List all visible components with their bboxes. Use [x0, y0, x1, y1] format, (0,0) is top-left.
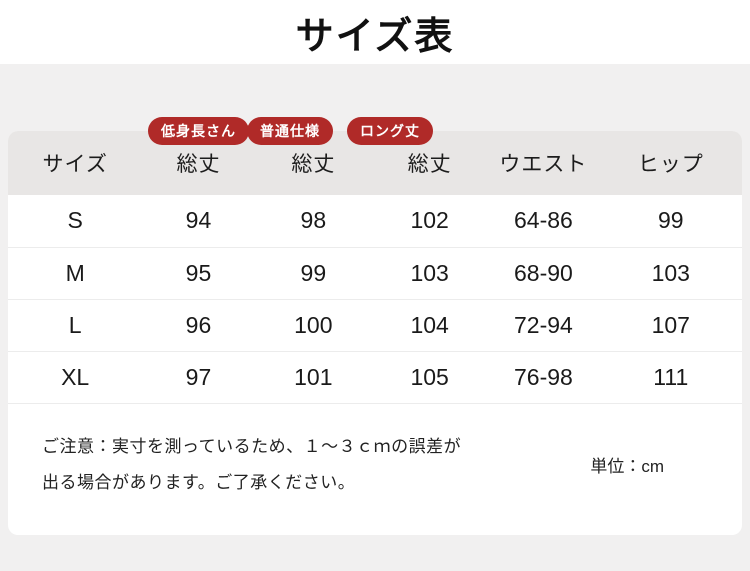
cell-value: 99 — [254, 247, 373, 300]
caution-note: ご注意：実寸を測っているため、１～３ｃｍの誤差が 出る場合があります。ご了承くだ… — [42, 429, 461, 501]
table-row-s: S 94 98 102 64-86 99 — [8, 195, 742, 248]
header-total-length-long: 総丈 — [372, 131, 488, 195]
badge-short-length: 低身長さん — [148, 117, 249, 145]
size-table: サイズ 総丈 総丈 総丈 ウエスト ヒップ S 94 98 102 64-86 — [8, 131, 742, 404]
cell-size: M — [8, 247, 143, 300]
cell-value: 102 — [372, 195, 488, 248]
header-total-length-normal: 総丈 — [254, 131, 373, 195]
cell-value: 95 — [142, 247, 255, 300]
cell-size: L — [8, 299, 143, 352]
caution-note-line1: ご注意：実寸を測っているため、１～３ｃｍの誤差が — [42, 436, 462, 456]
cell-value: 103 — [599, 247, 742, 300]
cell-value: 97 — [142, 351, 255, 404]
header-row: サイズ 総丈 総丈 総丈 ウエスト ヒップ — [8, 131, 742, 195]
cell-value: 105 — [372, 351, 488, 404]
page-title: サイズ表 — [295, 15, 455, 58]
note-row: ご注意：実寸を測っているため、１～３ｃｍの誤差が 出る場合があります。ご了承くだ… — [8, 404, 742, 535]
caution-note-line2: 出る場合があります。ご了承ください。 — [42, 472, 356, 492]
unit-label: 単位：cm — [590, 457, 664, 476]
header-size: サイズ — [8, 131, 143, 195]
cell-size: XL — [8, 351, 143, 404]
cell-value: 99 — [599, 195, 742, 248]
cell-value: 104 — [372, 299, 488, 352]
header-waist: ウエスト — [487, 131, 600, 195]
cell-value: 111 — [599, 351, 742, 404]
cell-value: 96 — [142, 299, 255, 352]
badge-long-length: ロング丈 — [347, 117, 433, 145]
cell-value: 107 — [599, 299, 742, 352]
cell-size: S — [8, 195, 143, 248]
cell-value: 100 — [254, 299, 373, 352]
cell-value: 76-98 — [487, 351, 600, 404]
cell-value: 94 — [142, 195, 255, 248]
size-table-body: S 94 98 102 64-86 99 M 95 99 103 68-90 1… — [8, 195, 742, 404]
table-row-xl: XL 97 101 105 76-98 111 — [8, 351, 742, 404]
cell-value: 101 — [254, 351, 373, 404]
cell-value: 98 — [254, 195, 373, 248]
chart-section: 低身長さん 普通仕様 ロング丈 サイズ 総丈 総丈 総丈 — [0, 64, 750, 571]
size-table-card: 低身長さん 普通仕様 ロング丈 サイズ 総丈 総丈 総丈 — [8, 117, 742, 535]
table-row-m: M 95 99 103 68-90 103 — [8, 247, 742, 300]
cell-value: 72-94 — [487, 299, 600, 352]
table-row-l: L 96 100 104 72-94 107 — [8, 299, 742, 352]
cell-value: 103 — [372, 247, 488, 300]
cell-value: 64-86 — [487, 195, 600, 248]
size-table-header: サイズ 総丈 総丈 総丈 ウエスト ヒップ — [8, 131, 742, 195]
badge-normal-length: 普通仕様 — [247, 117, 333, 145]
header-hip: ヒップ — [599, 131, 742, 195]
title-bar: サイズ表 — [0, 0, 750, 64]
cell-value: 68-90 — [487, 247, 600, 300]
